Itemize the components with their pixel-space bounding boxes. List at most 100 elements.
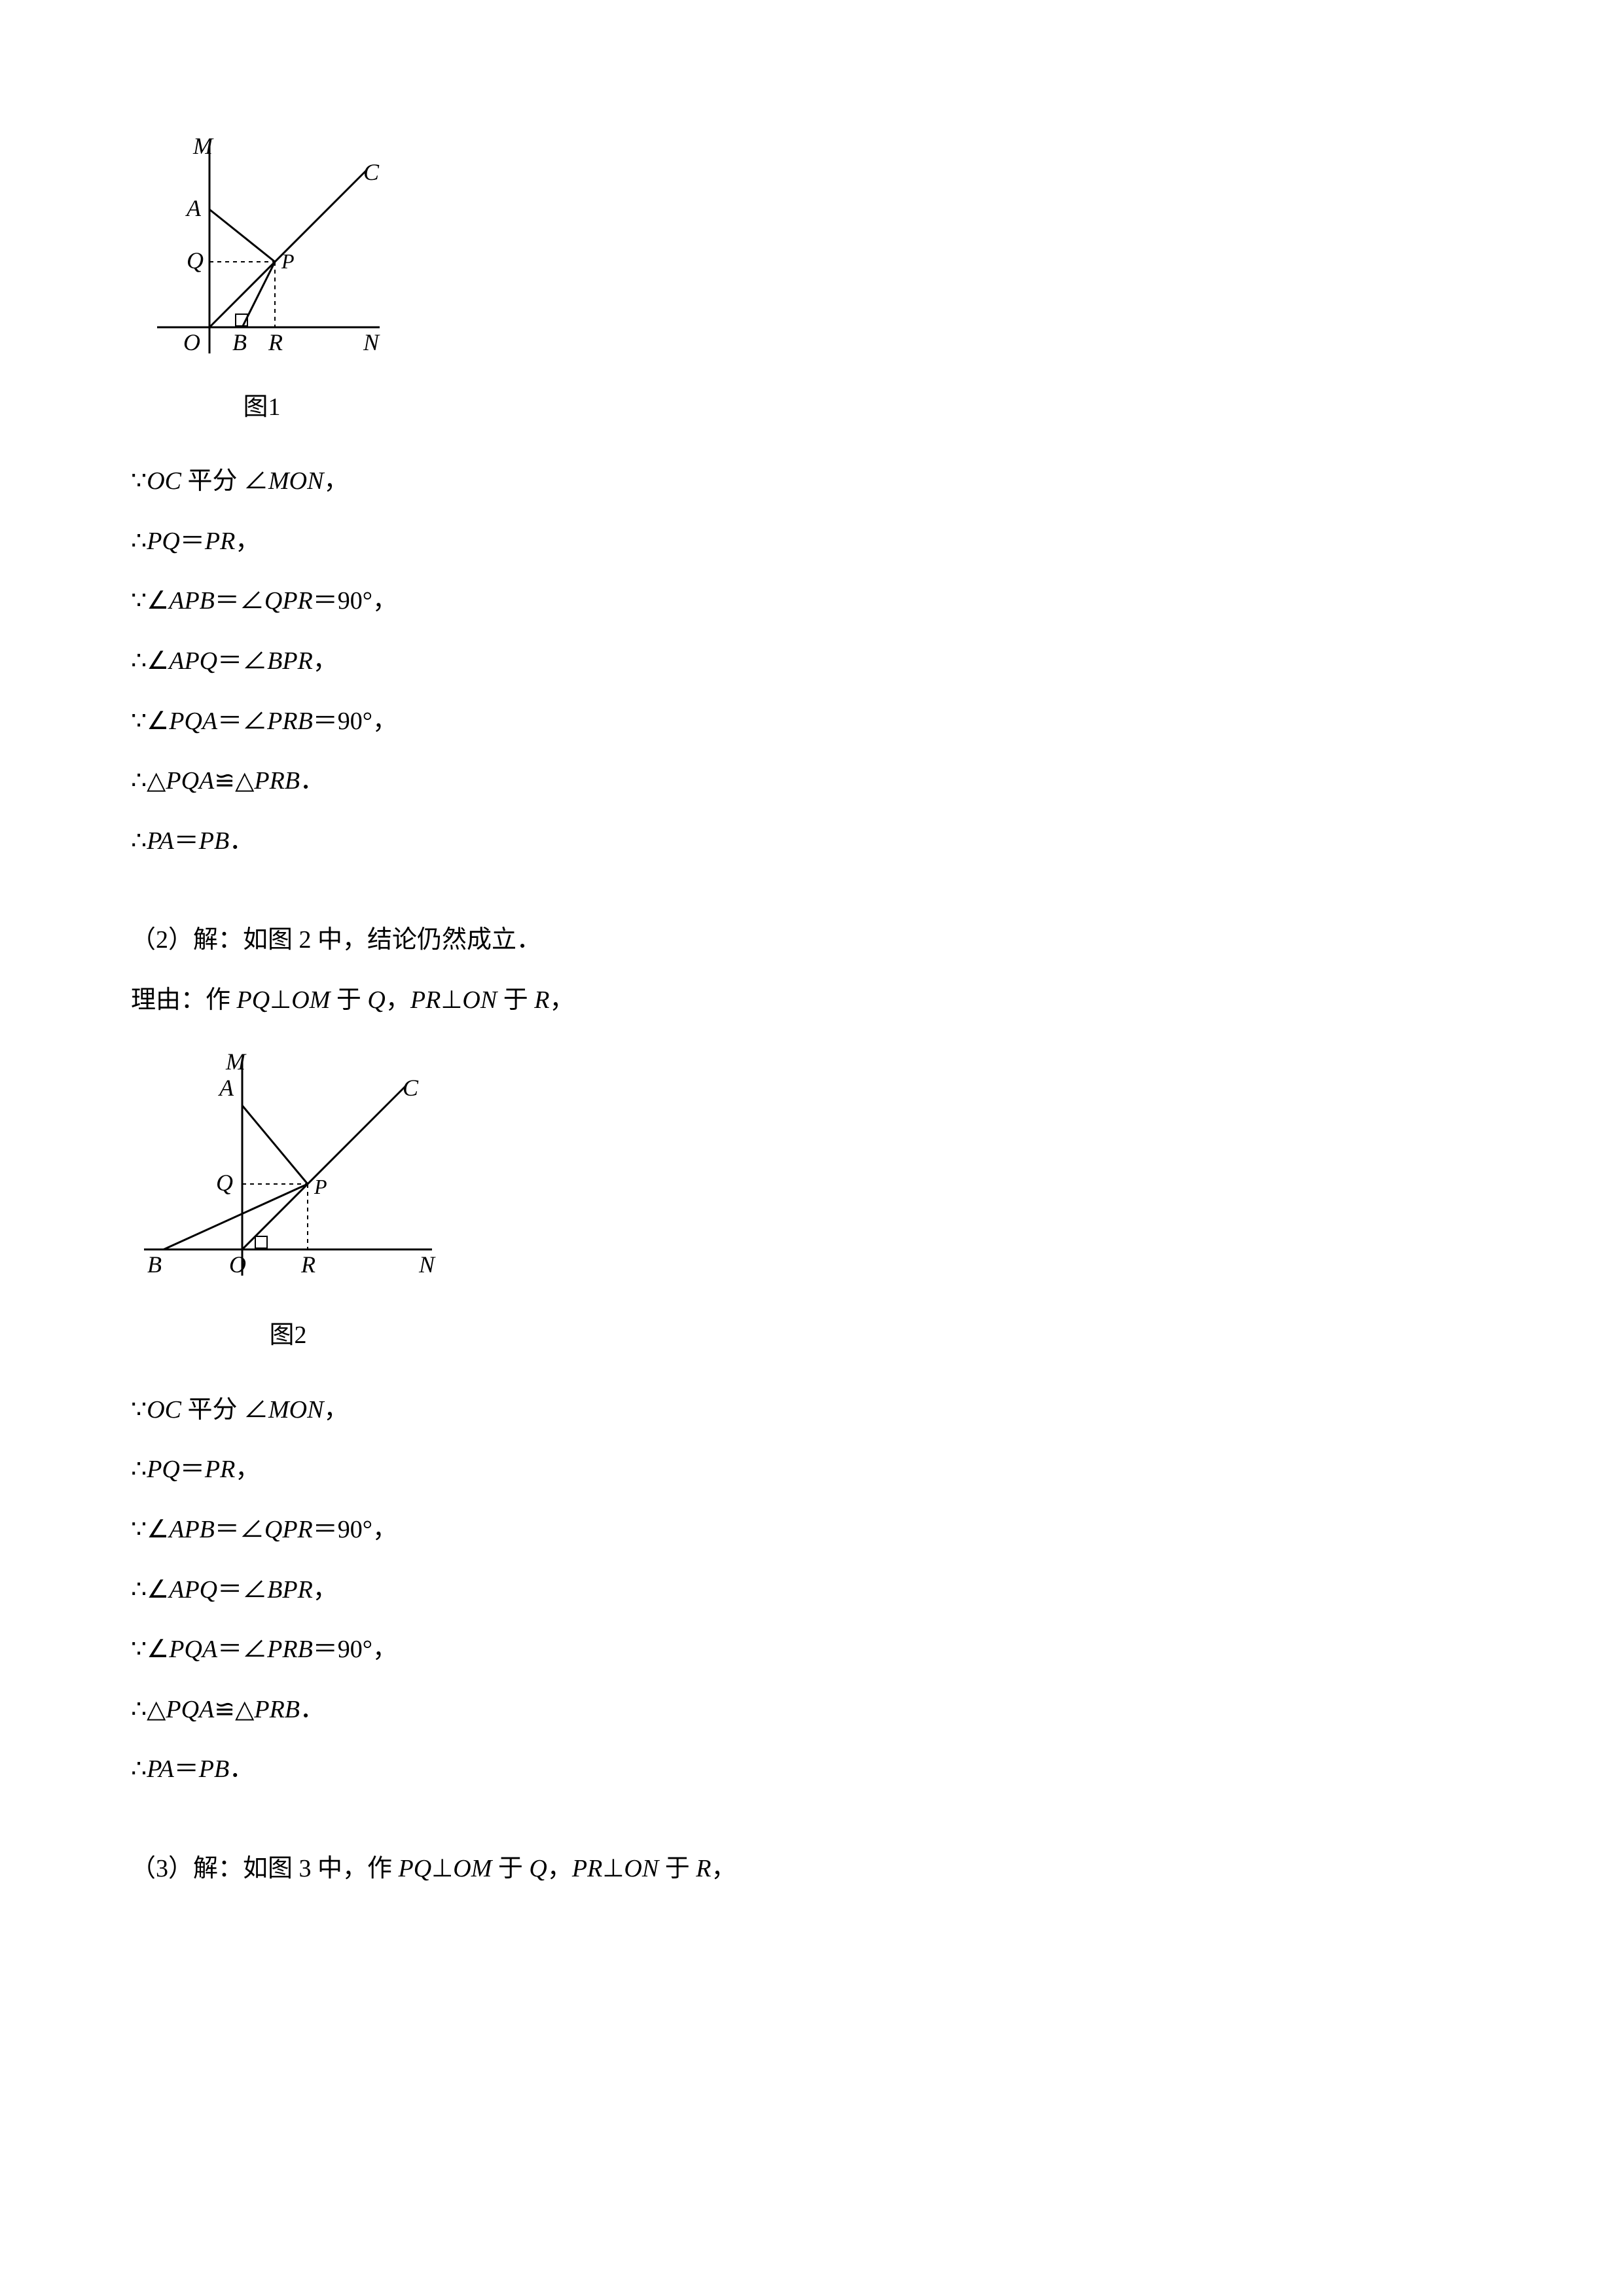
var: PQA <box>169 708 217 735</box>
label-O: O <box>183 329 200 353</box>
label-C: C <box>363 159 380 185</box>
var: APQ <box>169 647 217 675</box>
text: ． <box>229 827 254 855</box>
var: PA <box>147 827 174 855</box>
text: ∵∠ <box>131 708 169 735</box>
text: ， <box>313 1576 338 1604</box>
text: ＝ <box>180 1456 205 1483</box>
var: PQ <box>147 1456 180 1483</box>
text: 于 <box>497 986 534 1014</box>
var: R <box>534 986 549 1014</box>
text: ． <box>229 1755 254 1783</box>
figure-1-svg: P M A Q O B R N C <box>131 131 393 353</box>
proof1-line1: ∵OC 平分 ∠MON， <box>131 454 1493 509</box>
text: ， <box>711 1855 736 1882</box>
proof2-line4: ∴∠APQ＝∠BPR， <box>131 1563 1493 1618</box>
var: PQA <box>166 1696 214 1723</box>
figure-1-caption: 图1 <box>131 380 393 435</box>
proof1-line7: ∴PA＝PB． <box>131 814 1493 869</box>
text: ， <box>323 1396 348 1424</box>
text: ＝90°， <box>313 708 397 735</box>
label-P: P <box>281 249 295 273</box>
label-A: A <box>185 195 202 221</box>
label-R: R <box>300 1251 316 1278</box>
figure-2-caption: 图2 <box>131 1308 445 1363</box>
var: QPR <box>264 587 313 615</box>
proof2-line1: ∵OC 平分 ∠MON， <box>131 1383 1493 1438</box>
text: ∴ <box>131 528 147 555</box>
var: PRB <box>267 1636 313 1663</box>
label-C: C <box>403 1075 419 1101</box>
text: ∵∠ <box>131 1516 169 1543</box>
text: 于 <box>492 1855 529 1882</box>
text: ⊥ <box>431 1855 453 1882</box>
proof1-line2: ∴PQ＝PR， <box>131 514 1493 569</box>
figure-1: P M A Q O B R N C 图1 <box>131 131 393 435</box>
text: ， <box>235 1456 260 1483</box>
text: ， <box>323 467 348 495</box>
var: BPR <box>267 647 313 675</box>
part2-reason: 理由：作 PQ⊥OM 于 Q，PR⊥ON 于 R， <box>131 973 1493 1028</box>
var: ON <box>624 1855 659 1882</box>
text: ∴△ <box>131 1696 166 1723</box>
proof2-line7: ∴PA＝PB． <box>131 1742 1493 1797</box>
text: ， <box>549 986 574 1014</box>
var: ON <box>462 986 497 1014</box>
text: ∴ <box>131 1755 147 1783</box>
var: Q <box>367 986 385 1014</box>
proof1-line3: ∵∠APB＝∠QPR＝90°， <box>131 574 1493 629</box>
text: ⊥ <box>602 1855 624 1882</box>
text: 于 <box>330 986 367 1014</box>
var: PQ <box>399 1855 432 1882</box>
text: ， <box>235 528 260 555</box>
proof2-line5: ∵∠PQA＝∠PRB＝90°， <box>131 1623 1493 1677</box>
var: PB <box>199 1755 229 1783</box>
text: ＝∠ <box>215 1516 264 1543</box>
label-Q: Q <box>216 1170 233 1196</box>
text: ＝∠ <box>217 708 267 735</box>
var: PR <box>205 528 235 555</box>
part2-intro: （2）解：如图 2 中，结论仍然成立． <box>131 913 1493 968</box>
text: ， <box>386 986 410 1014</box>
text: ． <box>300 1696 325 1723</box>
label-N: N <box>418 1251 436 1278</box>
text: 于 <box>659 1855 696 1882</box>
text: （3）解：如图 3 中，作 <box>131 1855 399 1882</box>
var: MON <box>268 1396 323 1424</box>
text: ＝90°， <box>313 1516 397 1543</box>
var: PQ <box>237 986 270 1014</box>
label-B: B <box>147 1251 162 1278</box>
text: ∴∠ <box>131 647 169 675</box>
var: PA <box>147 1755 174 1783</box>
label-M: M <box>192 133 214 159</box>
label-N: N <box>363 329 380 353</box>
proof2-line2: ∴PQ＝PR， <box>131 1443 1493 1498</box>
text: ＝∠ <box>215 587 264 615</box>
text: ∵∠ <box>131 1636 169 1663</box>
text: ＝ <box>174 1755 199 1783</box>
text: 理由：作 <box>131 986 237 1014</box>
var: BPR <box>267 1576 313 1604</box>
var: OM <box>291 986 330 1014</box>
part3-intro: （3）解：如图 3 中，作 PQ⊥OM 于 Q，PR⊥ON 于 R， <box>131 1842 1493 1897</box>
var: Q <box>529 1855 547 1882</box>
text: ≌△ <box>214 767 254 795</box>
text: 平分 ∠ <box>181 467 268 495</box>
text: 平分 ∠ <box>181 1396 268 1424</box>
var: PR <box>205 1456 235 1483</box>
var: PRB <box>254 1696 300 1723</box>
label-A: A <box>218 1075 234 1101</box>
document-body: P M A Q O B R N C 图1 ∵OC 平分 ∠MON， ∴PQ＝PR… <box>131 118 1493 1896</box>
proof1-line5: ∵∠PQA＝∠PRB＝90°， <box>131 694 1493 749</box>
var: PRB <box>267 708 313 735</box>
proof2-line3: ∵∠APB＝∠QPR＝90°， <box>131 1503 1493 1558</box>
var: OC <box>147 467 181 495</box>
text: ∵∠ <box>131 587 169 615</box>
proof1-line4: ∴∠APQ＝∠BPR， <box>131 634 1493 689</box>
var: PR <box>572 1855 602 1882</box>
text: ∵ <box>131 1396 147 1424</box>
var: APQ <box>169 1576 217 1604</box>
var: R <box>696 1855 711 1882</box>
label-O: O <box>229 1251 246 1278</box>
var: OC <box>147 1396 181 1424</box>
